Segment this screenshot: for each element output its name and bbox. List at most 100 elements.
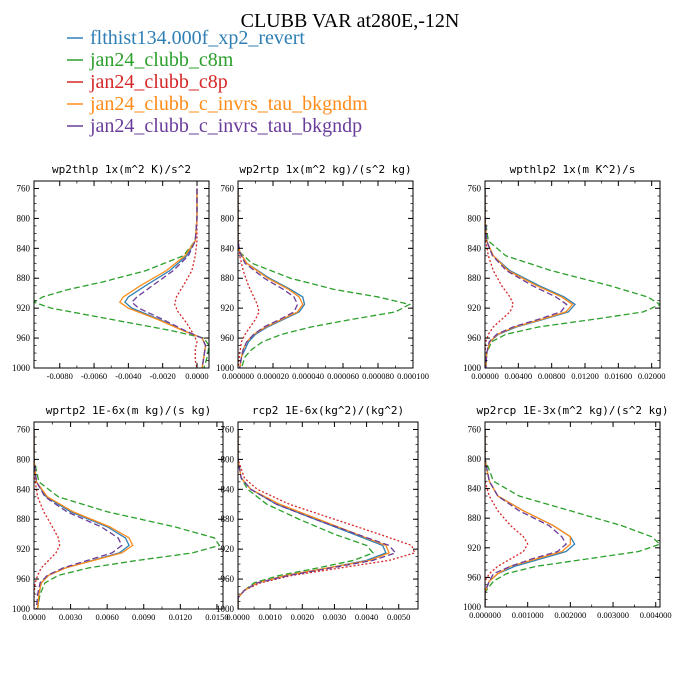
series-line [34,188,209,368]
y-tick-label: 1000 [463,602,482,612]
x-tick-label: -0.0020 [150,371,176,381]
y-tick-label: 920 [221,544,235,554]
x-tick-label: 0.000040 [292,371,324,381]
series-line [34,429,134,609]
series-group [34,429,221,609]
x-tick-label: -0.0080 [47,371,73,381]
series-line [485,188,660,368]
series-line [485,188,515,368]
series-group [34,188,209,368]
y-tick-label: 840 [221,484,235,494]
y-tick-label: 1000 [216,604,235,614]
x-tick-label: 0.002000 [554,610,586,620]
series-line [238,429,397,609]
legend: flthist134.000f_xp2_revertjan24_clubb_c8… [67,27,368,137]
panel-title: rcp2 1E-6x(kg^2)/(kg^2) [252,404,404,417]
series-line [485,429,529,607]
y-tick-label: 880 [221,273,235,283]
y-tick-label: 880 [221,514,235,524]
legend-entry: jan24_clubb_c_invrs_tau_bkgndp [67,115,362,137]
x-tick-label: 0.0060 [95,612,118,622]
y-tick-label: 920 [17,303,31,313]
series-line [485,429,572,607]
y-tick-label: 880 [17,273,31,283]
y-tick-label: 1000 [12,604,31,614]
y-tick-label: 760 [468,183,482,193]
y-tick-label: 840 [468,484,482,494]
y-tick-label: 840 [17,243,31,253]
x-tick-label: 0.0030 [323,612,346,622]
y-tick-label: 800 [468,454,482,464]
y-tick-label: 800 [221,213,235,223]
panel-title: wpthlp2 1x(m K^2)/s [510,163,636,176]
panel-title: wp2rcp 1E-3x(m^2 kg)/(s^2 kg) [476,404,668,417]
y-tick-label: 1000 [463,363,482,373]
x-tick-label: 0.01600 [605,371,633,381]
x-tick-label: 0.01200 [571,371,599,381]
x-tick-label: 0.0040 [355,612,378,622]
x-tick-label: -0.0060 [81,371,107,381]
plot-frame [33,421,224,610]
y-tick-label: 960 [221,574,235,584]
panel: wpthlp2 1x(m K^2)/s 760 800 840 880 920 960 100… [463,163,665,381]
y-tick-label: 960 [468,333,482,343]
x-tick-label: 0.0090 [132,612,155,622]
x-tick-label: 0.0010 [258,612,281,622]
x-tick-label: 0.004000 [640,610,672,620]
series-line [124,188,207,368]
y-tick-label: 920 [468,543,482,553]
panel: wprtp2 1E-6x(m kg)/(s kg) 760 800 840 880 920… [12,404,229,622]
y-tick-label: 960 [17,574,31,584]
y-tick-label: 840 [468,243,482,253]
y-tick-label: 800 [17,213,31,223]
plot-frame [484,421,661,608]
y-tick-label: 800 [221,454,235,464]
y-tick-label: 760 [468,424,482,434]
y-tick-label: 1000 [12,363,31,373]
y-tick-label: 760 [17,183,31,193]
y-tick-label: 1000 [216,363,235,373]
x-tick-label: 0.0050 [387,612,410,622]
series-group [238,429,416,609]
series-line [238,429,375,609]
panel: wp2rtp 1x(m^2 kg)/(s^2 kg) 760 800 840 880 92… [216,163,429,381]
x-tick-label: 0.0000 [22,612,45,622]
y-tick-label: 840 [221,243,235,253]
y-tick-label: 920 [468,303,482,313]
legend-entry: jan24_clubb_c8m [67,49,234,71]
y-tick-label: 960 [468,572,482,582]
x-tick-label: 0.00400 [505,371,533,381]
panel: wp2thlp 1x(m^2 K)/s^2 760 800 840 880 920 960 1… [12,163,210,381]
x-tick-label: 0.0000 [185,371,208,381]
y-tick-label: 760 [221,424,235,434]
x-tick-label: 0.003000 [597,610,629,620]
series-line [34,429,123,609]
series-line [485,188,568,368]
x-tick-label: 0.001000 [512,610,544,620]
series-group [485,188,660,368]
legend-label: jan24_clubb_c_invrs_tau_bkgndm [89,93,368,115]
legend-label: jan24_clubb_c8p [89,71,228,93]
y-tick-label: 880 [17,514,31,524]
series-line [34,429,61,609]
series-line [485,429,660,607]
plot-frame [237,421,419,610]
series-line [485,188,576,368]
y-tick-label: 880 [468,513,482,523]
x-tick-label: 0.0030 [59,612,82,622]
series-line [34,429,221,609]
panel-grid: wp2thlp 1x(m^2 K)/s^2 760 800 840 880 920 960 1… [12,163,672,622]
y-tick-label: 800 [468,213,482,223]
plot-frame [33,180,210,369]
y-tick-label: 920 [221,303,235,313]
plot-frame [484,180,661,369]
legend-entry: flthist134.000f_xp2_revert [67,27,305,49]
x-tick-label: 0.000000 [222,371,254,381]
legend-label: jan24_clubb_c_invrs_tau_bkgndp [89,115,362,137]
figure-title: CLUBB VAR at280E,-12N [241,10,460,32]
legend-label: flthist134.000f_xp2_revert [90,27,305,49]
panel-title: wp2rtp 1x(m^2 kg)/(s^2 kg) [239,163,411,176]
y-tick-label: 960 [17,333,31,343]
series-line [174,188,198,368]
